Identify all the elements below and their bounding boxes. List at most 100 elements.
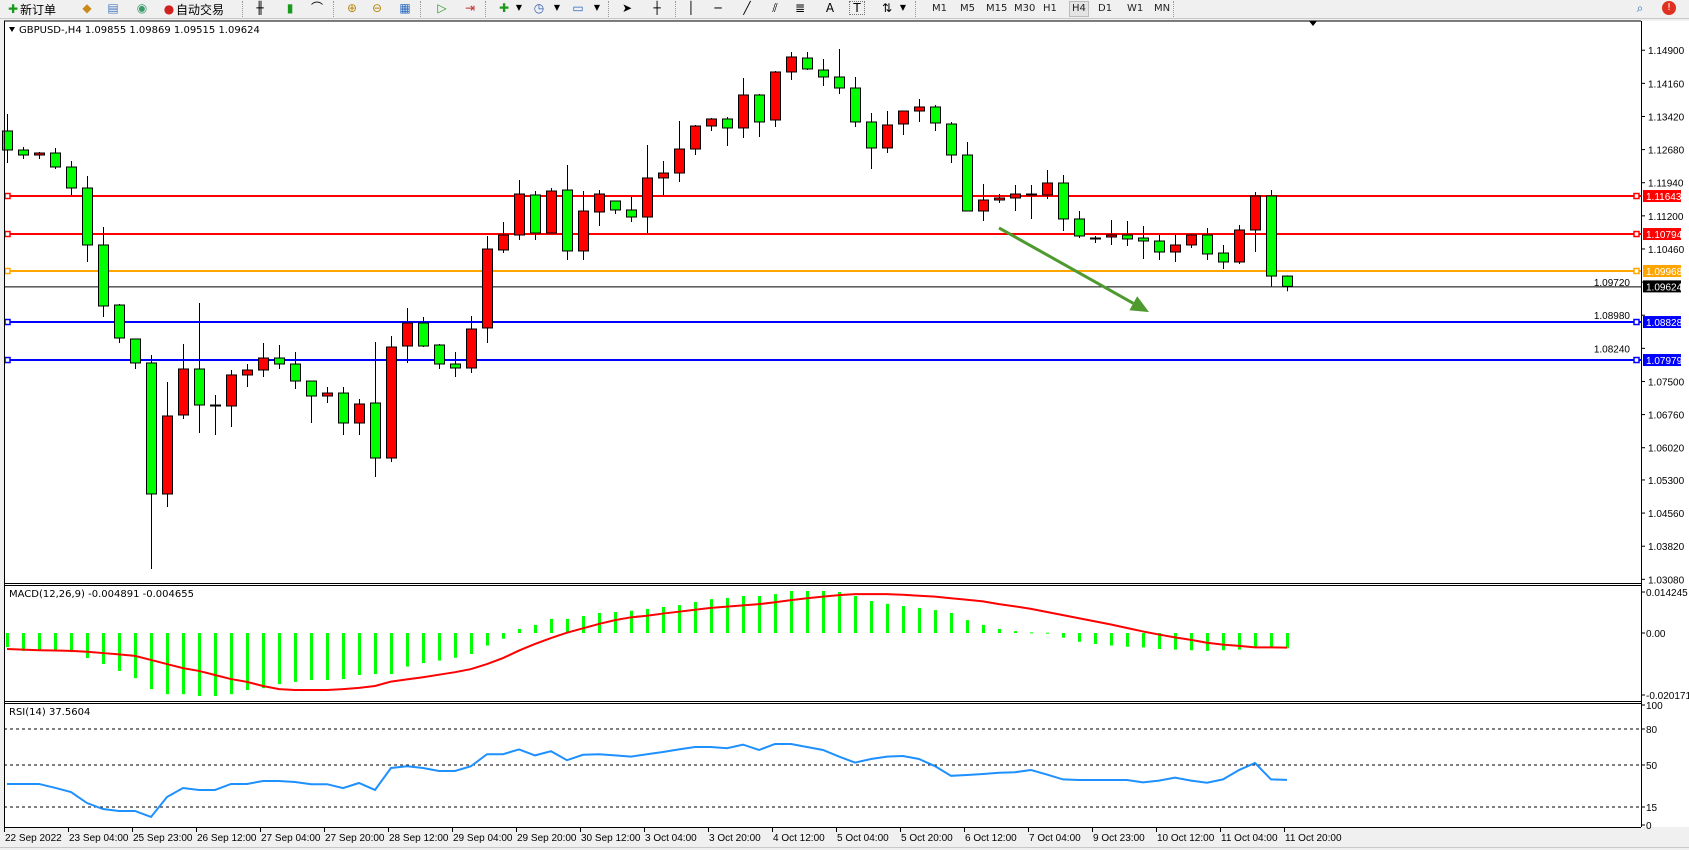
macd-histogram-bar [486,633,489,646]
market-watch-icon[interactable]: ◆ [82,1,92,15]
candlestick-icon[interactable]: ▮ [286,1,294,15]
chart-header: GBPUSD-,H4 1.09855 1.09869 1.09515 1.096… [19,25,260,36]
candle-body [1234,229,1245,263]
horizontal-line-icon[interactable]: ─ [714,1,722,15]
macd-histogram-bar [182,633,185,695]
bar-chart-icon[interactable]: ╫ [256,1,264,15]
chevron-down-icon[interactable]: ▼ [553,3,561,12]
chart-shift-marker-icon[interactable] [1309,21,1317,26]
line-handle[interactable] [4,267,11,275]
signals-icon[interactable]: ◉ [136,1,148,15]
timeframe-m5[interactable]: M5 [960,3,975,14]
macd-histogram-bar [310,633,313,681]
line-handle[interactable] [1633,230,1640,238]
candle-body [162,415,173,495]
new-order-button[interactable]: ✚ 新订单 [6,1,56,17]
toolbar-separator [1173,1,1175,17]
candle [994,194,1005,203]
chevron-down-icon[interactable]: ▼ [515,3,523,12]
candle-body [706,118,717,127]
timeframe-w1[interactable]: W1 [1127,3,1144,14]
candle [706,117,717,131]
channel-icon[interactable]: ⫽ [772,1,778,15]
candle [1170,235,1181,262]
periods-icon[interactable]: ◷ [533,1,545,15]
chevron-down-icon[interactable]: ▼ [899,3,907,12]
macd-histogram-bar [326,633,329,681]
candle-body [466,328,477,369]
candle [194,302,205,433]
candle-body [338,392,349,424]
line-handle[interactable] [1633,318,1640,326]
autoscroll-icon[interactable]: ▷ [437,1,447,15]
timeframe-d1[interactable]: D1 [1098,3,1113,14]
chart-shift-icon[interactable]: ⇥ [464,1,476,15]
candle-body [98,244,109,307]
vertical-line-icon[interactable]: │ [687,1,695,15]
alert-icon[interactable]: ! [1662,1,1676,15]
auto-trading-button[interactable]: ● 自动交易 [162,1,224,17]
macd-histogram-bar [1014,631,1017,633]
zoom-in-icon[interactable]: ⊕ [346,1,358,15]
price-level-tag [1643,354,1681,367]
timeframe-m30[interactable]: M30 [1014,3,1036,14]
arrows-icon[interactable]: ⇅ [881,1,893,15]
text-label-icon[interactable]: T [849,1,865,15]
navigator-icon[interactable]: ▤ [107,1,119,15]
toolbar-separator [915,1,917,17]
timeframe-m15[interactable]: M15 [986,3,1008,14]
chevron-down-icon[interactable]: ▼ [593,3,601,12]
toolbar: ✚ 新订单 ◆ ▤ ◉ ● 自动交易 ╫ ▮ ⌒ ⊕ ⊖ ▦ ▷ ⇥ ✚ ▼ ◷… [0,0,1689,19]
candle-body [866,121,877,149]
line-handle[interactable] [4,356,11,364]
candle-body [770,71,781,121]
tile-windows-icon[interactable]: ▦ [399,1,411,15]
line-handle[interactable] [1633,356,1640,364]
timeframe-h1[interactable]: H1 [1043,3,1057,14]
macd-histogram-bar [278,633,281,685]
trend-arrow[interactable] [998,226,1135,305]
price-tick-label: 1.14160 [1648,79,1685,90]
templates-icon[interactable]: ▭ [572,1,584,15]
timeframe-m1[interactable]: M1 [932,3,947,14]
trendline-icon[interactable]: ╱ [743,1,751,15]
indicators-icon[interactable]: ✚ [498,1,510,15]
cursor-icon[interactable]: ➤ [621,1,633,15]
line-handle[interactable] [1633,267,1640,275]
macd-histogram-bar [662,606,665,633]
candle [882,111,893,153]
candle-body [34,152,45,156]
rsi-tick-label: 15 [1646,803,1658,814]
candle [834,49,845,95]
fibonacci-icon[interactable]: ≣ [794,1,806,15]
search-icon[interactable]: ⌕ [1636,1,1644,15]
time-tick-label: 3 Oct 04:00 [645,833,697,844]
candle [578,191,589,260]
candle-body [242,369,253,376]
line-handle[interactable] [1633,192,1640,200]
chart-menu-triangle-icon[interactable] [9,27,15,32]
rsi-tick-label: 0 [1646,821,1652,832]
toolbar-separator [420,1,422,17]
candle-body [690,125,701,150]
timeframe-h4[interactable]: H4 [1069,1,1089,17]
zoom-out-icon[interactable]: ⊖ [371,1,383,15]
line-handle[interactable] [4,230,11,238]
macd-histogram-bar [694,601,697,633]
line-handle[interactable] [4,192,11,200]
candle [370,341,381,477]
candle-body [194,368,205,406]
candle-body [514,193,525,236]
text-icon[interactable]: A [825,1,835,15]
candle [402,308,413,363]
price-tick-label: 1.08240 [1594,344,1631,355]
timeframe-mn[interactable]: MN [1154,3,1171,14]
macd-histogram-bar [1110,633,1113,646]
line-handle[interactable] [4,318,11,326]
candle [978,184,989,221]
price-level-tag-text: 1.07979 [1646,356,1683,367]
candle [738,77,749,139]
line-chart-icon[interactable]: ⌒ [310,1,323,15]
crosshair-icon[interactable]: ┼ [653,1,661,15]
